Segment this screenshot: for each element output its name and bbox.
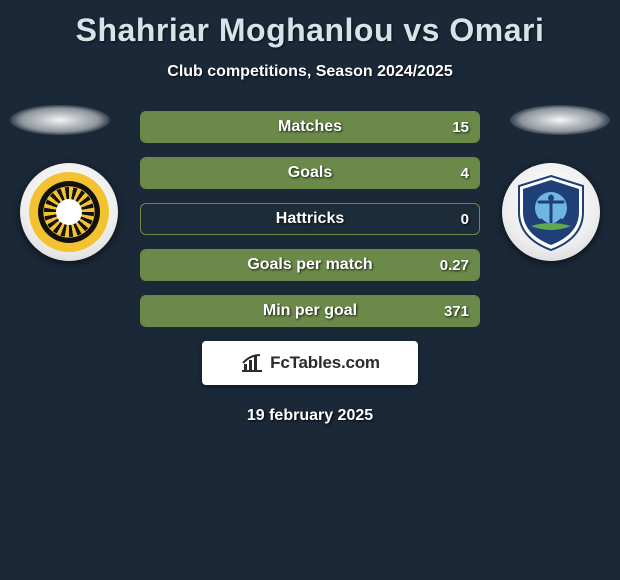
- stat-row-min-per-goal: Min per goal 371: [140, 295, 480, 327]
- spotlight-right: [510, 105, 610, 135]
- stat-label: Hattricks: [276, 210, 344, 228]
- brand-chart-icon: [240, 353, 264, 373]
- stats-column: Matches 15 Goals 4 Hattricks 0 Goals per…: [140, 111, 480, 327]
- club-badge-right: [502, 163, 600, 261]
- stat-row-goals-per-match: Goals per match 0.27: [140, 249, 480, 281]
- stat-row-hattricks: Hattricks 0: [140, 203, 480, 235]
- brand-text: FcTables.com: [270, 353, 380, 373]
- date-line: 19 february 2025: [0, 407, 620, 425]
- page-title: Shahriar Moghanlou vs Omari: [0, 0, 620, 49]
- spotlight-left: [10, 105, 110, 135]
- stat-value: 15: [452, 119, 469, 136]
- stat-row-goals: Goals 4: [140, 157, 480, 189]
- club-badge-left-ring: [29, 172, 109, 252]
- stat-label: Goals per match: [247, 256, 372, 274]
- club-badge-left: [20, 163, 118, 261]
- club-badge-left-core: [38, 181, 100, 243]
- stat-value: 0: [461, 211, 469, 228]
- stat-label: Goals: [288, 164, 332, 182]
- stat-label: Min per goal: [263, 302, 357, 320]
- club-badge-right-shield: [511, 172, 591, 252]
- stat-value: 371: [444, 303, 469, 320]
- stat-row-matches: Matches 15: [140, 111, 480, 143]
- stat-label: Matches: [278, 118, 342, 136]
- stat-value: 0.27: [440, 257, 469, 274]
- brand-badge: FcTables.com: [202, 341, 418, 385]
- comparison-panel: Matches 15 Goals 4 Hattricks 0 Goals per…: [0, 111, 620, 425]
- stat-value: 4: [461, 165, 469, 182]
- subtitle: Club competitions, Season 2024/2025: [0, 63, 620, 81]
